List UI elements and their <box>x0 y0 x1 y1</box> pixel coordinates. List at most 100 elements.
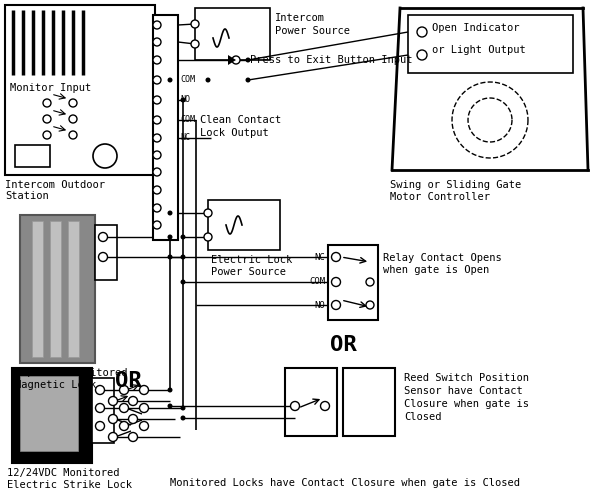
Circle shape <box>181 234 185 240</box>
Text: Press to Exit Button Input: Press to Exit Button Input <box>250 55 412 65</box>
Text: when gate is Open: when gate is Open <box>383 265 489 275</box>
Text: Monitor Input: Monitor Input <box>10 83 91 93</box>
Circle shape <box>290 402 300 410</box>
Bar <box>68 221 79 357</box>
Bar <box>343 368 395 436</box>
Circle shape <box>366 301 374 309</box>
Text: Clean Contact: Clean Contact <box>200 115 281 125</box>
Circle shape <box>108 414 117 424</box>
Text: NC: NC <box>314 252 325 262</box>
Text: Open Indicator: Open Indicator <box>432 23 520 33</box>
Circle shape <box>153 186 161 194</box>
Circle shape <box>69 131 77 139</box>
Circle shape <box>120 386 129 394</box>
Text: OR: OR <box>115 371 142 391</box>
Circle shape <box>129 432 138 442</box>
Circle shape <box>181 416 185 420</box>
Circle shape <box>153 76 161 84</box>
Text: Intercom Outdoor: Intercom Outdoor <box>5 180 105 190</box>
Circle shape <box>129 414 138 424</box>
Bar <box>32 221 43 357</box>
Circle shape <box>98 232 107 241</box>
Text: NO: NO <box>180 96 190 104</box>
Circle shape <box>153 151 161 159</box>
Text: Intercom: Intercom <box>275 13 325 23</box>
Circle shape <box>93 144 117 168</box>
Text: COM: COM <box>180 116 195 124</box>
Circle shape <box>181 254 185 260</box>
Text: COM: COM <box>309 278 325 286</box>
Text: Station: Station <box>5 191 49 201</box>
Circle shape <box>153 21 161 29</box>
Circle shape <box>153 221 161 229</box>
Text: NC: NC <box>180 134 190 142</box>
Circle shape <box>153 168 161 176</box>
Polygon shape <box>392 5 590 170</box>
Text: Closure when gate is: Closure when gate is <box>404 399 529 409</box>
Circle shape <box>120 422 129 430</box>
Circle shape <box>139 404 148 412</box>
Circle shape <box>43 115 51 123</box>
Circle shape <box>181 98 185 102</box>
Circle shape <box>153 134 161 142</box>
Text: Sensor have Contact: Sensor have Contact <box>404 386 523 396</box>
Bar <box>5 5 155 175</box>
Text: 12/24VDC Monitored: 12/24VDC Monitored <box>7 468 120 478</box>
Text: Closed: Closed <box>404 412 442 422</box>
Circle shape <box>167 234 172 240</box>
Text: or Light Output: or Light Output <box>432 45 526 55</box>
Bar <box>153 15 178 240</box>
Text: Power Source: Power Source <box>211 267 286 277</box>
Bar <box>208 200 280 250</box>
Circle shape <box>167 254 172 260</box>
Bar <box>20 215 95 363</box>
Text: COM: COM <box>180 76 195 84</box>
Circle shape <box>417 50 427 60</box>
Bar <box>328 245 378 320</box>
Bar <box>92 378 114 443</box>
Circle shape <box>153 204 161 212</box>
Text: Swing or Sliding Gate: Swing or Sliding Gate <box>390 180 522 190</box>
Circle shape <box>331 300 340 310</box>
Circle shape <box>95 386 104 394</box>
Polygon shape <box>228 55 236 65</box>
Text: Lock Output: Lock Output <box>200 128 269 138</box>
Bar <box>12 368 92 463</box>
Bar <box>408 15 573 73</box>
Circle shape <box>139 386 148 394</box>
Text: Power Source: Power Source <box>275 26 350 36</box>
Bar <box>15 145 50 167</box>
Circle shape <box>191 40 199 48</box>
Circle shape <box>366 278 374 286</box>
Circle shape <box>206 78 210 82</box>
Circle shape <box>43 131 51 139</box>
Circle shape <box>153 116 161 124</box>
Circle shape <box>108 432 117 442</box>
Circle shape <box>95 404 104 412</box>
Circle shape <box>246 58 250 62</box>
Circle shape <box>95 422 104 430</box>
Circle shape <box>153 56 161 64</box>
Text: Relay Contact Opens: Relay Contact Opens <box>383 253 502 263</box>
Circle shape <box>153 96 161 104</box>
Circle shape <box>331 252 340 262</box>
Bar <box>20 376 78 451</box>
Circle shape <box>69 115 77 123</box>
Text: Electric Strike Lock: Electric Strike Lock <box>7 480 132 490</box>
Circle shape <box>120 404 129 412</box>
Bar <box>195 8 270 60</box>
Circle shape <box>321 402 330 410</box>
Text: Motor Controller: Motor Controller <box>390 192 490 202</box>
Circle shape <box>69 99 77 107</box>
Circle shape <box>139 422 148 430</box>
Circle shape <box>43 99 51 107</box>
Circle shape <box>204 209 212 217</box>
Text: Monitored Locks have Contact Closure when gate is Closed: Monitored Locks have Contact Closure whe… <box>170 478 520 488</box>
Text: 12/24VDC Monitored: 12/24VDC Monitored <box>15 368 128 378</box>
Circle shape <box>204 233 212 241</box>
Circle shape <box>232 56 240 64</box>
Circle shape <box>181 280 185 284</box>
Bar <box>50 221 61 357</box>
Circle shape <box>331 278 340 286</box>
Circle shape <box>129 396 138 406</box>
